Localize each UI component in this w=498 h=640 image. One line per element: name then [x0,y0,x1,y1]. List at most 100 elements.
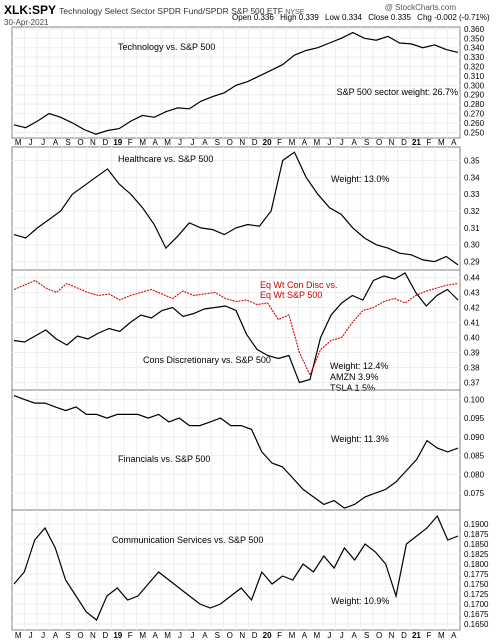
x-tick-label: J [41,138,45,147]
x-tick-label: F [128,631,133,640]
x-tick-label: 21 [412,138,421,147]
y-tick-label: 0.330 [464,53,485,62]
y-tick-label: 0.42 [464,304,480,313]
equal-weight-line [13,279,459,377]
panel-annotation: Eq Wt S&P 500 [260,290,322,300]
x-tick-label: M [139,138,146,147]
y-tick-label: 0.40 [464,334,480,343]
x-tick-label: D [252,138,258,147]
y-tick-label: 0.1750 [464,580,489,589]
panel-annotation: Healthcare vs. S&P 500 [118,154,213,164]
x-tick-label: M [314,138,321,147]
y-tick-label: 0.39 [464,349,480,358]
y-tick-label: 0.310 [464,72,485,81]
x-tick-label: J [178,138,182,147]
y-tick-label: 0.360 [464,25,485,34]
x-tick-label: M [164,631,171,640]
y-tick-label: 0.41 [464,319,480,328]
panel-annotation: S&P 500 sector weight: 26.7% [337,87,458,97]
x-tick-label: A [302,631,308,640]
x-tick-label: M [15,631,22,640]
y-tick-label: 0.29 [464,258,480,267]
x-tick-label: A [53,138,59,147]
price-stats: Open 0.336 High 0.339 Low 0.334 Close 0.… [232,13,490,22]
x-tick-label: J [340,631,344,640]
panel-annotation: Weight: 12.4% [330,361,388,371]
y-tick-label: 0.290 [464,91,485,100]
x-tick-label: F [426,138,431,147]
x-tick-label: N [90,138,96,147]
x-tick-label: M [438,631,445,640]
chart-symbol: XLK:SPY Technology Select Sector SPDR Fu… [4,3,305,17]
x-tick-label: O [227,631,233,640]
x-tick-label: S [215,631,220,640]
y-tick-label: 0.1725 [464,590,489,599]
x-tick-label: M [314,631,321,640]
ratio-line [13,514,459,621]
x-tick-label: J [190,631,194,640]
x-tick-label: N [90,631,96,640]
y-tick-label: 0.35 [464,156,480,165]
panel-annotation: Financials vs. S&P 500 [118,454,210,464]
ratio-line [13,151,459,266]
x-tick-label: A [352,631,358,640]
x-tick-label: 19 [113,138,122,147]
x-tick-label: F [277,631,282,640]
x-tick-label: O [376,631,382,640]
x-axis: MMJJJJAASSOONNDD1919FFMMAAMMJJJJAASSOONN… [15,138,457,640]
x-tick-label: A [302,138,308,147]
y-tick-label: 0.075 [464,489,485,498]
x-tick-label: S [65,631,70,640]
x-tick-label: S [364,138,369,147]
x-tick-label: 20 [263,631,272,640]
y-tick-label: 0.1775 [464,570,489,579]
x-tick-label: D [102,138,108,147]
y-tick-label: 0.320 [464,63,485,72]
y-tick-label: 0.30 [464,241,480,250]
stockcharts-watermark: @ StockCharts.com [384,3,456,12]
x-tick-label: A [451,138,457,147]
panel-annotation: Weight: 13.0% [331,174,389,184]
ratio-line [13,272,459,384]
y-tick-label: 0.270 [464,110,485,119]
y-tick-label: 0.38 [464,364,480,373]
y-tick-label: 0.350 [464,34,485,43]
x-tick-label: S [364,631,369,640]
y-tick-label: 0.085 [464,452,485,461]
x-tick-label: 20 [263,138,272,147]
x-tick-label: N [389,631,395,640]
x-tick-label: A [202,631,208,640]
x-tick-label: F [128,138,133,147]
y-tick-label: 0.1825 [464,550,489,559]
y-tick-label: 0.43 [464,289,480,298]
panel-annotation: Weight: 10.9% [331,596,389,606]
x-tick-label: M [289,631,296,640]
x-tick-label: D [401,631,407,640]
y-tick-label: 0.32 [464,207,480,216]
panel-annotation: Technology vs. S&P 500 [118,42,215,52]
x-tick-label: 19 [113,631,122,640]
chart-date: 30-Apr-2021 [4,18,49,27]
x-tick-label: 21 [412,631,421,640]
x-tick-label: M [438,138,445,147]
chart-exchange: NYSE [285,9,305,16]
x-tick-label: O [77,631,83,640]
x-tick-label: M [289,138,296,147]
x-tick-label: J [190,138,194,147]
y-tick-label: 0.37 [464,379,480,388]
panel-annotation: Weight: 11.3% [331,434,389,444]
x-tick-label: N [239,138,245,147]
y-tick-label: 0.44 [464,274,480,283]
y-tick-label: 0.080 [464,470,485,479]
y-tick-label: 0.300 [464,81,485,90]
financials-panel: 0.100 0.095 0.090 0.085 0.080 0.075 Financials… [11,389,485,511]
x-tick-label: J [41,631,45,640]
y-tick-label: 0.31 [464,224,480,233]
y-tick-label: 0.100 [464,395,485,404]
x-tick-label: D [252,631,258,640]
y-tick-label: 0.33 [464,190,480,199]
panel-annotation: AMZN 3.9% [330,372,379,382]
x-tick-label: J [327,138,331,147]
healthcare-panel: 0.35 0.34 0.33 0.32 0.31 0.30 0.29 Healthcare v… [11,146,480,271]
